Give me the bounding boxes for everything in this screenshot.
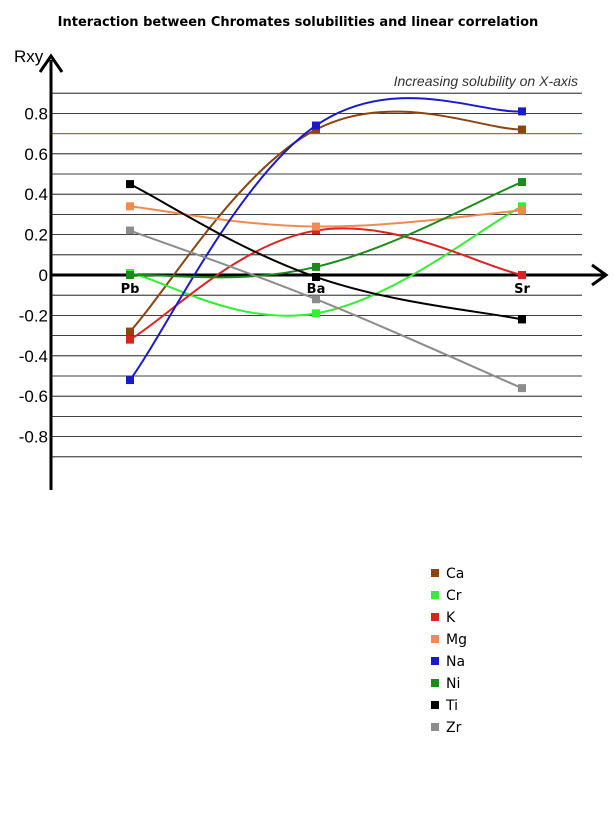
data-point xyxy=(126,202,134,211)
y-tick-label: -0.8 xyxy=(19,428,48,447)
y-tick-label: -0.2 xyxy=(19,306,48,325)
legend-label: Ni xyxy=(446,676,460,692)
data-point xyxy=(518,384,526,393)
series-line xyxy=(129,110,523,333)
legend-label: Na xyxy=(446,654,465,670)
series-k xyxy=(126,226,526,344)
y-tick-label: 0 xyxy=(39,266,48,285)
legend-swatch xyxy=(431,635,439,643)
y-tick-label: -0.6 xyxy=(19,387,48,406)
legend-item: Na xyxy=(431,654,465,670)
x-tick-label: Pb xyxy=(121,282,140,297)
legend-swatch xyxy=(431,723,439,731)
data-point xyxy=(312,262,320,271)
y-axis-arrow xyxy=(38,53,64,73)
legend-label: Zr xyxy=(446,720,462,736)
legend-label: Cr xyxy=(446,588,462,604)
x-tick-label: Sr xyxy=(514,282,530,297)
data-point xyxy=(126,271,134,279)
data-point xyxy=(518,315,526,324)
y-tick-label: 0.4 xyxy=(24,185,48,204)
data-point xyxy=(126,327,134,336)
y-tick-label: 0.6 xyxy=(24,145,48,164)
data-point xyxy=(126,376,134,385)
data-point xyxy=(126,180,134,189)
series-layer xyxy=(126,97,526,393)
data-point xyxy=(518,206,526,215)
legend-swatch xyxy=(431,613,439,621)
chart-title: Interaction between Chromates solubiliti… xyxy=(58,15,539,30)
legend-swatch xyxy=(431,657,439,665)
series-ni xyxy=(126,178,526,279)
data-point xyxy=(312,273,320,282)
legend-label: Ti xyxy=(445,698,458,714)
series-zr xyxy=(126,226,526,393)
legend-swatch xyxy=(431,591,439,599)
data-point xyxy=(126,226,134,235)
legend-label: Ca xyxy=(446,566,464,582)
x-tick-label: Ba xyxy=(307,282,326,297)
y-tick-labels: 0.8 0.6 0.4 0.2 0 -0.2 -0.4 -0.6 -0.8 xyxy=(19,104,48,446)
data-point xyxy=(518,107,526,116)
x-category-labels: Pb Ba Sr xyxy=(121,282,531,297)
legend-item: Mg xyxy=(431,632,467,648)
legend-label: K xyxy=(446,610,456,626)
legend-item: Ca xyxy=(431,566,464,582)
data-point xyxy=(312,125,320,134)
y-tick-label: 0.2 xyxy=(24,226,48,245)
legend-item: K xyxy=(431,610,456,626)
legend-swatch xyxy=(431,679,439,687)
legend-item: Zr xyxy=(431,720,462,736)
data-point xyxy=(518,202,526,211)
data-point xyxy=(312,309,320,318)
y-tick-label: 0.8 xyxy=(24,104,48,123)
data-point xyxy=(518,271,526,279)
legend-label: Mg xyxy=(446,632,467,648)
annotation-text: Increasing solubility on X-axis xyxy=(394,73,578,89)
data-point xyxy=(312,121,320,130)
legend-item: Cr xyxy=(431,588,462,604)
data-point xyxy=(518,125,526,134)
series-line xyxy=(129,205,523,317)
y-tick-label: -0.4 xyxy=(19,347,48,366)
series-na xyxy=(126,97,526,385)
data-point xyxy=(126,335,134,344)
series-ti xyxy=(126,180,526,324)
legend: Ca Cr K Mg Na Ni Ti Zr xyxy=(431,566,467,736)
data-point xyxy=(518,178,526,187)
legend-swatch xyxy=(431,701,439,709)
legend-swatch xyxy=(431,569,439,577)
series-line xyxy=(129,97,523,381)
legend-item: Ti xyxy=(431,698,458,714)
y-axis-label: Rxy xyxy=(14,47,44,66)
legend-item: Ni xyxy=(431,676,460,692)
data-point xyxy=(312,295,320,304)
series-mg xyxy=(126,202,526,231)
data-point xyxy=(312,226,320,235)
data-point xyxy=(312,222,320,231)
x-axis-arrow xyxy=(591,263,609,287)
series-ca xyxy=(126,110,526,336)
